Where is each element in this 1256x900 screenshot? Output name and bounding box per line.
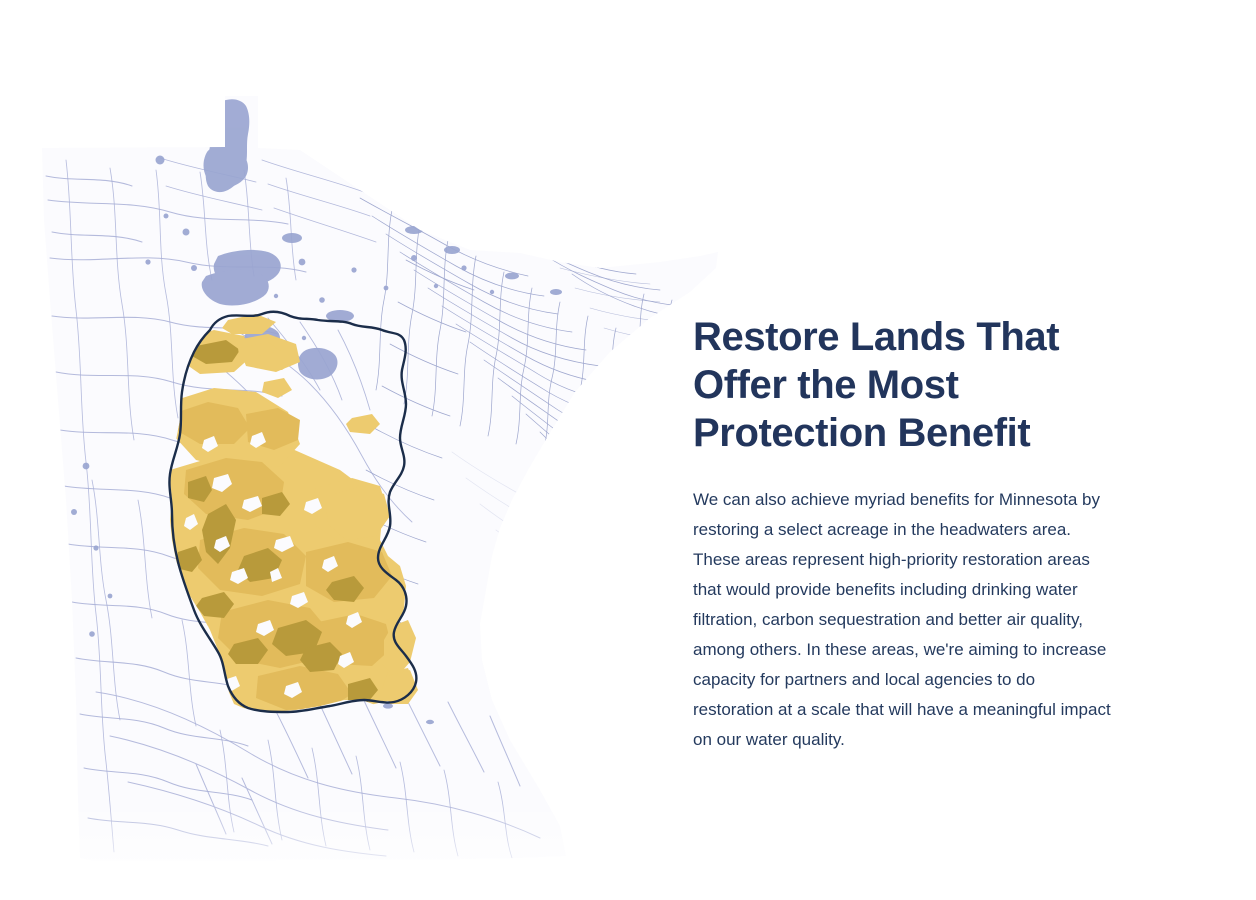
page-title: Restore Lands That Offer the Most Protec…	[693, 315, 1060, 455]
lakes-layer	[71, 99, 562, 725]
body-paragraph: We can also achieve myriad benefits for …	[693, 490, 1111, 749]
watershed-boundary	[168, 310, 418, 714]
mille-lacs-lake	[298, 347, 338, 380]
state-base-layer	[42, 96, 718, 861]
lower-red-lake	[201, 269, 269, 306]
text-column: Restore Lands That Offer the Most Protec…	[693, 0, 1123, 900]
map-graphic	[0, 96, 730, 900]
minnesota-map	[0, 96, 730, 900]
